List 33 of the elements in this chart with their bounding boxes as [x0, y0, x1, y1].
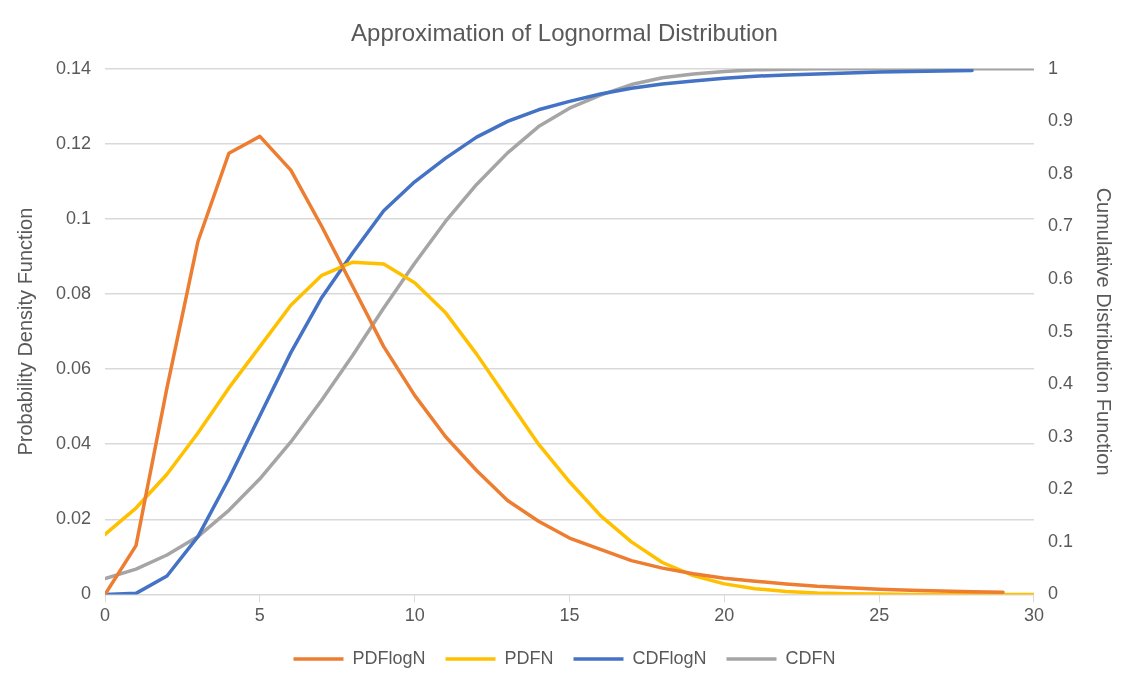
- y-axis-title: Probability Density Function: [13, 207, 36, 456]
- y-tick-label: 0.1: [66, 207, 92, 228]
- y-tick-label: 0.14: [55, 57, 92, 78]
- y-tick-label: 0.04: [55, 433, 92, 454]
- y2-tick-label: 0.2: [1047, 478, 1074, 499]
- y2-tick-label: 0.3: [1047, 425, 1074, 446]
- legend-label: CDFlogN: [632, 647, 707, 668]
- y2-tick-label: 0.8: [1047, 162, 1074, 183]
- y-tick-label: 0.08: [55, 283, 92, 304]
- legend-label: PDFN: [504, 647, 554, 668]
- y-tick-label: 0.12: [55, 132, 92, 153]
- x-tick-label: 5: [254, 605, 265, 626]
- chart-title: Approximation of Lognormal Distribution: [351, 19, 778, 47]
- y-tick-label: 0: [81, 583, 92, 604]
- legend-label: CDFN: [785, 647, 836, 668]
- y2-tick-label: 0.4: [1047, 373, 1074, 394]
- y2-axis-title: Cumulative Distribution Function: [1093, 187, 1116, 476]
- y-tick-label: 0.02: [55, 508, 92, 529]
- x-tick-label: 25: [869, 605, 890, 626]
- y2-tick-label: 0: [1047, 583, 1058, 604]
- legend-label: PDFlogN: [352, 647, 426, 668]
- x-tick-label: 10: [404, 605, 425, 626]
- y2-tick-label: 0.7: [1047, 215, 1074, 236]
- y-tick-label: 0.06: [55, 358, 92, 379]
- y2-tick-label: 0.6: [1047, 268, 1074, 289]
- x-tick-label: 20: [714, 605, 735, 626]
- y2-tick-label: 0.9: [1047, 110, 1074, 131]
- x-tick-label: 0: [100, 605, 111, 626]
- y2-tick-label: 0.5: [1047, 320, 1074, 341]
- x-tick-label: 15: [559, 605, 580, 626]
- x-tick-label: 30: [1023, 605, 1044, 626]
- y2-tick-label: 0.1: [1047, 530, 1074, 551]
- y2-tick-label: 1: [1047, 57, 1058, 78]
